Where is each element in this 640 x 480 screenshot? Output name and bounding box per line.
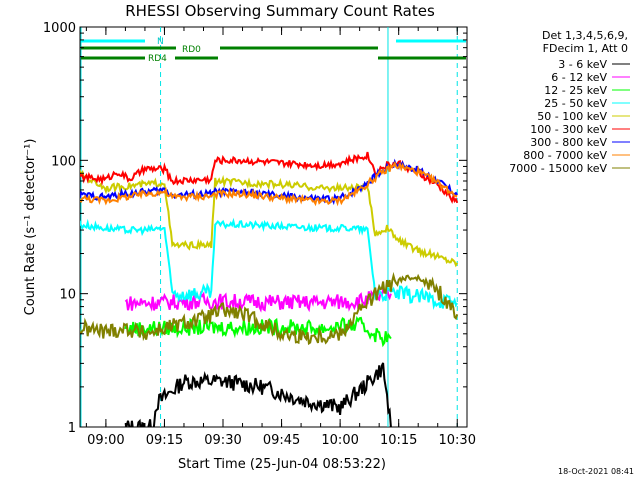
legend-header-line: Det 1,3,4,5,6,9, <box>542 29 628 42</box>
plot-frame <box>79 26 468 428</box>
chart-title: RHESSI Observing Summary Count Rates <box>125 2 435 20</box>
series-line-3 <box>80 217 459 310</box>
series-line-1 <box>124 286 392 313</box>
x-tick-label: 09:15 <box>146 433 183 448</box>
y-tick-label: 10 <box>59 288 76 303</box>
x-axis-label: Start Time (25-Jun-04 08:53:22) <box>178 457 386 472</box>
legend-entry-label: 800 - 7000 keV <box>523 149 607 162</box>
legend-entry-label: 50 - 100 keV <box>537 110 607 123</box>
x-tick-label: 10:30 <box>439 433 476 448</box>
legend-entry-label: 300 - 800 keV <box>530 136 607 149</box>
x-tick-label: 09:00 <box>87 433 124 448</box>
x-tick-label: 10:00 <box>321 433 358 448</box>
series-line-7 <box>80 160 458 207</box>
axis-ticks: 09:00 09:15 09:30 09:45 10:00 10:15 10:30 1 10 10… <box>43 21 476 448</box>
y-axis-label: Count Rate (s⁻¹ detector⁻¹) <box>23 139 38 316</box>
x-tick-label: 09:30 <box>204 433 241 448</box>
legend-entry-label: 25 - 50 keV <box>544 97 607 110</box>
timestamp-label: 18-Oct-2021 08:41 <box>558 467 634 476</box>
y-tick-label: 1000 <box>43 21 76 36</box>
rd4-flag-label: RD4 <box>148 54 167 64</box>
series-line-0 <box>124 362 392 427</box>
y-tick-label: 100 <box>51 154 76 169</box>
night-flag-label: N <box>157 37 164 47</box>
legend-entry-label: 6 - 12 keV <box>551 71 607 84</box>
legend-entry-label: 7000 - 15000 keV <box>509 162 607 175</box>
series-line-4 <box>80 168 459 268</box>
x-tick-label: 10:15 <box>380 433 417 448</box>
x-tick-label: 09:45 <box>263 433 300 448</box>
series-line-8 <box>80 271 459 346</box>
legend-entry-label: 12 - 25 keV <box>544 84 607 97</box>
legend-entry-label: 100 - 300 keV <box>530 123 607 136</box>
legend-header-line: FDecim 1, Att 0 <box>543 42 628 55</box>
rd0-flag-label: RD0 <box>182 45 201 55</box>
y-tick-label: 1 <box>68 421 76 436</box>
flag-bars: N RD0 RD4 <box>81 37 466 64</box>
legend-entry-label: 3 - 6 keV <box>558 58 607 71</box>
series-lines <box>80 151 459 427</box>
legend: Det 1,3,4,5,6,9,FDecim 1, Att 0 3 - 6 keV… <box>509 29 630 175</box>
